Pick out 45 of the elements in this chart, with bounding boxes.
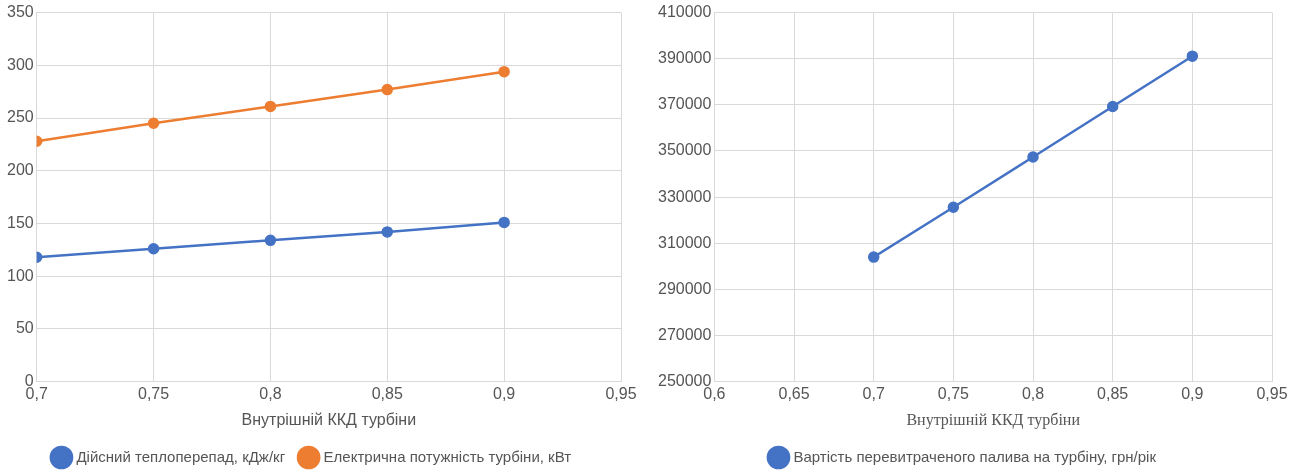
point (947, 201, 960, 213)
point (147, 243, 160, 255)
x-axis-title: Внутрішній ККД турбіни (906, 410, 1081, 429)
y-tick-label: 370000 (658, 95, 712, 113)
x-tick-label: 0,8 (1021, 384, 1045, 402)
x-tick-label: 0,95 (1256, 384, 1288, 402)
point (381, 226, 394, 238)
y-tick-label: 100 (6, 266, 34, 284)
point (1027, 151, 1039, 163)
y-tick-label: 350 (6, 3, 34, 21)
x-axis-title: Внутрішній ККД турбіни (241, 410, 417, 428)
legend-label: Вартість перевитраченого палива на турбіну, грн/рік (793, 447, 1157, 465)
y-tick-label: 300 (6, 55, 34, 73)
point (1106, 100, 1119, 113)
x-tick-label: 0,75 (937, 384, 970, 402)
point (498, 65, 510, 78)
point (867, 251, 880, 263)
point (381, 83, 394, 96)
x-tick-label: 0,9 (1181, 384, 1204, 402)
x-tick-label: 0,75 (137, 384, 170, 402)
y-tick-label: 150 (6, 213, 34, 231)
legend-label: Електрична потужність турбіни, кВт (323, 447, 572, 465)
y-tick-label: 350000 (658, 141, 712, 159)
x-tick-label: 0,9 (493, 384, 516, 402)
point (1186, 50, 1199, 62)
y-tick-label: 330000 (658, 187, 712, 205)
y-tick-label: 310000 (658, 233, 712, 251)
y-tick-label: 200 (6, 161, 34, 179)
point (147, 117, 160, 130)
point (264, 100, 277, 113)
y-tick-label: 50 (15, 319, 34, 337)
x-tick-label: 0,8 (259, 384, 282, 402)
point (498, 216, 510, 229)
y-tick-label: 290000 (658, 279, 712, 297)
point (264, 234, 277, 247)
y-tick-label: 390000 (658, 49, 712, 67)
y-tick-label: 270000 (658, 325, 712, 343)
y-tick-label: 410000 (658, 3, 712, 21)
x-tick-label: 0,65 (778, 384, 810, 402)
legend-label: Дійсний теплоперепад, кДж/кг (76, 447, 286, 465)
y-tick-label: 250 (6, 108, 34, 126)
x-tick-label: 0,85 (1097, 384, 1129, 402)
x-tick-label: 0,95 (605, 384, 637, 402)
x-tick-label: 0,85 (371, 384, 403, 402)
x-tick-label: 0,7 (862, 384, 885, 402)
